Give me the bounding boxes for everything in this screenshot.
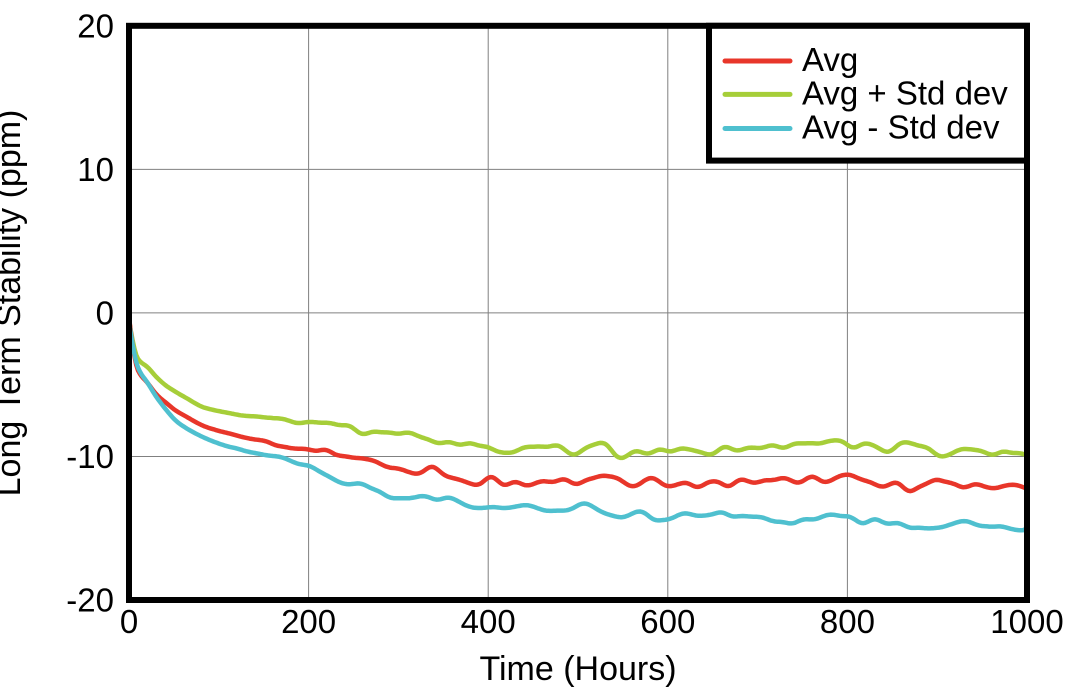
svg-text:800: 800 [820,603,875,640]
svg-text:1000: 1000 [990,603,1063,640]
svg-text:Long Term Stability (ppm): Long Term Stability (ppm) [0,110,28,497]
svg-text:600: 600 [640,603,695,640]
svg-text:200: 200 [281,603,336,640]
svg-text:Avg + Std dev: Avg + Std dev [802,74,1008,111]
svg-text:-20: -20 [66,582,114,619]
svg-text:Time (Hours): Time (Hours) [479,650,676,688]
svg-text:Avg: Avg [802,41,858,78]
svg-text:10: 10 [77,151,114,188]
svg-text:20: 20 [77,8,114,45]
svg-text:0: 0 [120,603,138,640]
svg-text:-10: -10 [66,438,114,475]
svg-text:400: 400 [461,603,516,640]
svg-text:0: 0 [96,295,114,332]
svg-text:Avg - Std dev: Avg - Std dev [802,109,1000,146]
